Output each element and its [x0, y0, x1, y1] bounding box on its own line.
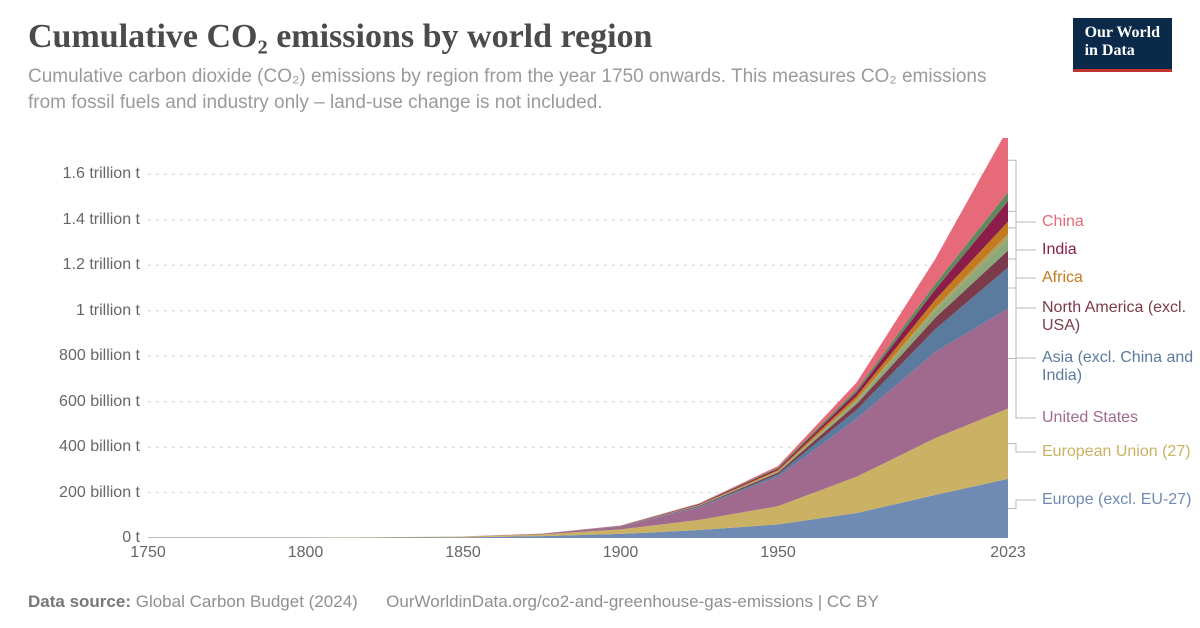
source-value: Global Carbon Budget (2024): [136, 592, 358, 611]
page-subtitle: Cumulative carbon dioxide (CO₂) emission…: [28, 64, 988, 115]
y-tick-label: 600 billion t: [59, 393, 140, 411]
legend-leaders: [1008, 138, 1042, 538]
legend-item: Europe (excl. EU-27): [1042, 491, 1191, 509]
footer: Data source: Global Carbon Budget (2024)…: [28, 592, 879, 612]
y-tick-label: 1.2 trillion t: [63, 256, 140, 274]
x-tick-label: 1900: [603, 544, 639, 562]
legend-item: China: [1042, 213, 1084, 231]
legend-item: United States: [1042, 409, 1138, 427]
stacked-area-chart: [148, 138, 1008, 538]
logo-line1: Our World: [1085, 24, 1160, 42]
logo-line2: in Data: [1085, 42, 1160, 60]
source-link: OurWorldinData.org/co2-and-greenhouse-ga…: [386, 592, 813, 611]
license: CC BY: [827, 592, 879, 611]
y-tick-label: 800 billion t: [59, 347, 140, 365]
source-label: Data source:: [28, 592, 131, 611]
legend: China India Africa North America (excl. USA…: [1018, 138, 1198, 538]
legend-item: North America (excl. USA): [1042, 299, 1198, 336]
x-tick-label: 1850: [445, 544, 481, 562]
x-tick-label: 1800: [288, 544, 324, 562]
x-tick-label: 1950: [760, 544, 796, 562]
page-title: Cumulative CO₂ emissions by world region: [28, 18, 988, 56]
y-tick-label: 400 billion t: [59, 438, 140, 456]
legend-item: Asia (excl. China and India): [1042, 349, 1198, 386]
y-tick-label: 1.6 trillion t: [63, 165, 140, 183]
chart-container: ChinaIndiaAfricaNorth America (excl. USA…: [28, 138, 1172, 568]
legend-item: European Union (27): [1042, 443, 1191, 461]
x-tick-label: 1750: [130, 544, 166, 562]
y-tick-label: 1 trillion t: [76, 302, 140, 320]
legend-item: Africa: [1042, 269, 1083, 287]
x-tick-label: 2023: [990, 544, 1026, 562]
y-tick-label: 1.4 trillion t: [63, 211, 140, 229]
legend-item: India: [1042, 241, 1077, 259]
y-tick-label: 200 billion t: [59, 484, 140, 502]
license-sep: |: [818, 592, 827, 611]
owid-logo: Our World in Data: [1073, 18, 1172, 72]
